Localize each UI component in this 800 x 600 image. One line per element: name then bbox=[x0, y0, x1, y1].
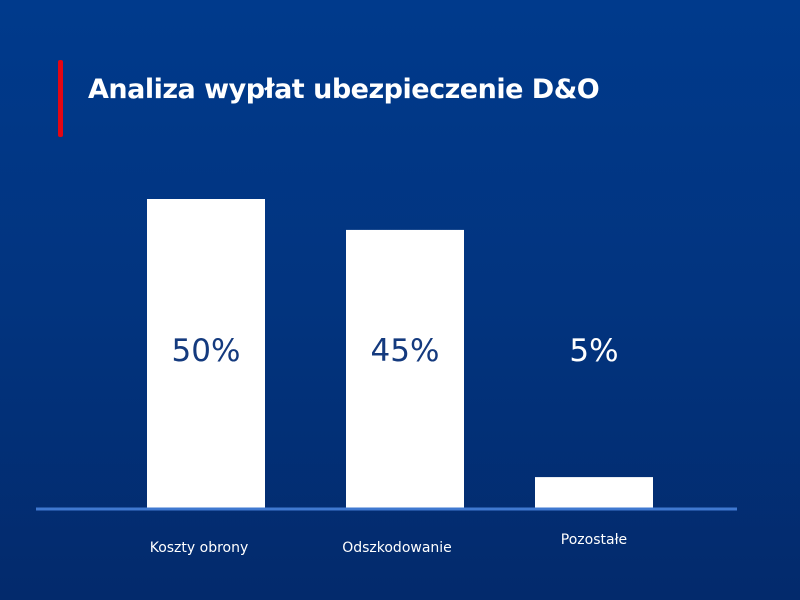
category-label-0: Koszty obrony bbox=[150, 540, 249, 556]
category-label-2: Pozostałe bbox=[561, 532, 627, 548]
value-label-2: 5% bbox=[569, 333, 618, 369]
bar-2 bbox=[535, 477, 653, 508]
title-accent-bar bbox=[58, 60, 63, 137]
value-label-0: 50% bbox=[172, 333, 241, 369]
value-label-1: 45% bbox=[371, 333, 440, 369]
chart-title: Analiza wypłat ubezpieczenie D&O bbox=[88, 74, 600, 105]
category-label-1: Odszkodowanie bbox=[342, 540, 452, 556]
bar-0 bbox=[147, 199, 265, 508]
bar-1 bbox=[346, 229, 464, 508]
